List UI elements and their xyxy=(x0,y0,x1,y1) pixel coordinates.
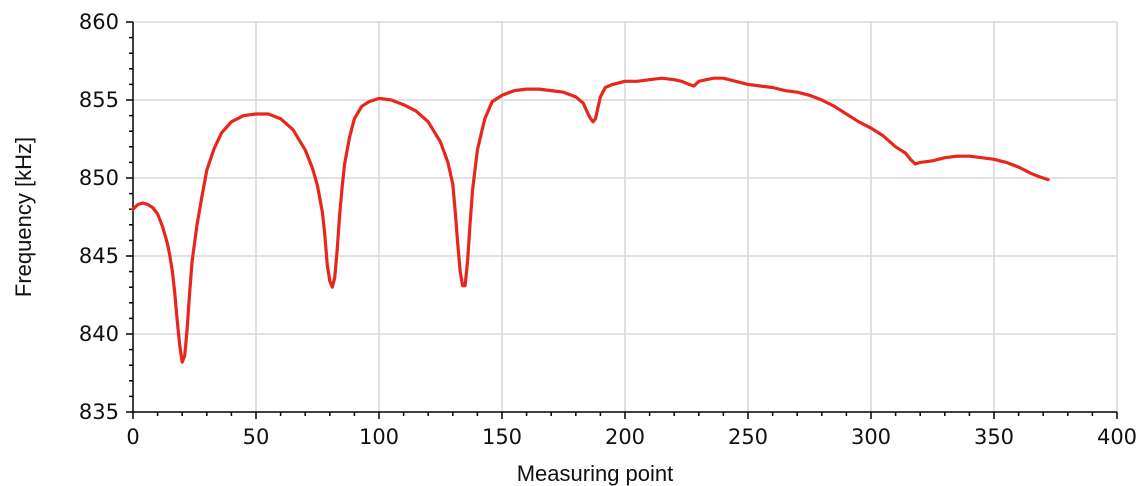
x-tick-label-150: 150 xyxy=(482,425,522,449)
x-tick-label-400: 400 xyxy=(1097,425,1137,449)
y-axis-title: Frequency [kHz] xyxy=(11,137,36,297)
y-tick-label-860: 860 xyxy=(79,10,119,34)
tick-marks xyxy=(126,21,1118,419)
y-tick-label-835: 835 xyxy=(79,400,119,424)
y-tick-label-845: 845 xyxy=(79,244,119,268)
y-tick-label-850: 850 xyxy=(79,166,119,190)
y-tick-label-840: 840 xyxy=(79,322,119,346)
x-tick-label-250: 250 xyxy=(728,425,768,449)
x-tick-label-50: 50 xyxy=(243,425,270,449)
x-tick-label-350: 350 xyxy=(974,425,1014,449)
x-tick-label-100: 100 xyxy=(359,425,399,449)
y-tick-label-855: 855 xyxy=(79,88,119,112)
series-line-0 xyxy=(131,76,1050,364)
tick-labels: 0 50 100 150 200 250 300 350 400 835 840 845 850 855 8… xyxy=(79,10,1137,449)
series-group xyxy=(131,76,1050,364)
x-tick-label-200: 200 xyxy=(605,425,645,449)
x-tick-label-0: 0 xyxy=(126,425,139,449)
gridlines xyxy=(133,21,1118,412)
x-axis-title: Measuring point xyxy=(517,461,674,486)
x-tick-label-300: 300 xyxy=(851,425,891,449)
